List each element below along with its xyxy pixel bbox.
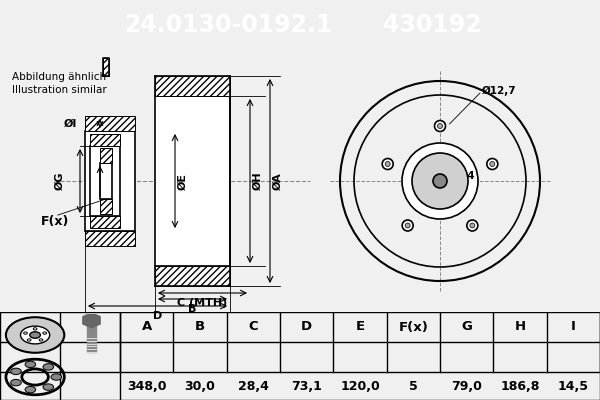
Circle shape bbox=[25, 386, 35, 393]
Circle shape bbox=[433, 174, 447, 188]
Text: A: A bbox=[142, 320, 152, 334]
Bar bbox=[87, 322, 96, 352]
Circle shape bbox=[43, 332, 47, 334]
Bar bbox=[90, 146, 120, 216]
Text: 24.0130-0192.1: 24.0130-0192.1 bbox=[124, 13, 332, 37]
Text: F(x): F(x) bbox=[41, 214, 69, 228]
Text: 28,4: 28,4 bbox=[238, 380, 269, 392]
Bar bbox=[100, 148, 112, 163]
Text: 186,8: 186,8 bbox=[500, 380, 539, 392]
Text: 5: 5 bbox=[409, 380, 418, 392]
Circle shape bbox=[467, 220, 478, 231]
Text: C (MTH): C (MTH) bbox=[178, 298, 227, 308]
Text: 430192: 430192 bbox=[383, 13, 481, 37]
Circle shape bbox=[490, 162, 495, 166]
Circle shape bbox=[23, 332, 28, 334]
Circle shape bbox=[30, 332, 40, 338]
Circle shape bbox=[39, 339, 43, 341]
Circle shape bbox=[382, 158, 393, 170]
Circle shape bbox=[470, 223, 475, 228]
Text: B: B bbox=[188, 304, 197, 314]
Circle shape bbox=[11, 379, 21, 386]
Circle shape bbox=[437, 124, 443, 128]
Text: F(x): F(x) bbox=[398, 320, 428, 334]
Text: B: B bbox=[195, 320, 205, 334]
Bar bbox=[155, 266, 230, 286]
Text: ØH: ØH bbox=[253, 172, 263, 190]
Text: Abbildung ähnlich
Illustration similar: Abbildung ähnlich Illustration similar bbox=[12, 72, 107, 95]
Bar bbox=[103, 58, 109, 76]
Text: 348,0: 348,0 bbox=[127, 380, 166, 392]
Circle shape bbox=[402, 143, 478, 219]
Text: ØG: ØG bbox=[55, 172, 65, 190]
Bar bbox=[100, 163, 112, 199]
Circle shape bbox=[412, 153, 468, 209]
Bar bbox=[155, 76, 230, 96]
Circle shape bbox=[434, 120, 445, 132]
Text: ØE: ØE bbox=[178, 172, 188, 190]
Text: 120,0: 120,0 bbox=[340, 380, 380, 392]
Text: D: D bbox=[301, 320, 312, 334]
Circle shape bbox=[402, 220, 413, 231]
Text: D: D bbox=[153, 311, 162, 321]
Text: I: I bbox=[571, 320, 576, 334]
Text: Ø104: Ø104 bbox=[445, 171, 476, 181]
Bar bbox=[85, 116, 135, 131]
Circle shape bbox=[11, 368, 21, 375]
Text: Ø12,7: Ø12,7 bbox=[482, 86, 517, 96]
Circle shape bbox=[28, 339, 31, 341]
Bar bbox=[85, 131, 135, 231]
Text: 14,5: 14,5 bbox=[558, 380, 589, 392]
Text: 30,0: 30,0 bbox=[185, 380, 215, 392]
Circle shape bbox=[385, 162, 390, 166]
Bar bbox=[90, 216, 120, 228]
Text: H: H bbox=[514, 320, 526, 334]
Circle shape bbox=[25, 361, 35, 368]
Text: E: E bbox=[355, 320, 365, 334]
Bar bbox=[155, 96, 230, 266]
Bar bbox=[85, 231, 135, 246]
Circle shape bbox=[6, 317, 64, 353]
Text: C: C bbox=[248, 320, 258, 334]
Text: G: G bbox=[461, 320, 472, 334]
Text: ØA: ØA bbox=[273, 172, 283, 190]
Circle shape bbox=[51, 374, 62, 380]
Circle shape bbox=[43, 384, 53, 390]
Bar bbox=[90, 134, 120, 146]
Circle shape bbox=[33, 328, 37, 330]
Text: 79,0: 79,0 bbox=[451, 380, 482, 392]
Bar bbox=[100, 199, 112, 214]
Circle shape bbox=[43, 364, 53, 370]
Circle shape bbox=[20, 326, 50, 344]
Circle shape bbox=[487, 158, 498, 170]
Text: 73,1: 73,1 bbox=[291, 380, 322, 392]
Text: ØI: ØI bbox=[64, 119, 77, 129]
Circle shape bbox=[405, 223, 410, 228]
